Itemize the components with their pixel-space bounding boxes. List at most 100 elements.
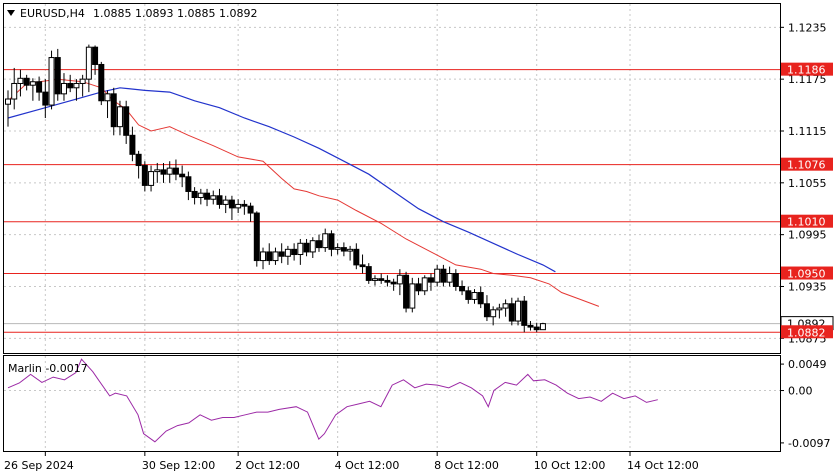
level-tag-label: 1.0882 xyxy=(787,326,826,339)
indicator-tick-label: -0.0097 xyxy=(788,437,830,450)
candle xyxy=(322,228,329,252)
level-tag xyxy=(781,266,833,280)
candle-body xyxy=(415,283,422,292)
time-tick-label: 2 Oct 12:00 xyxy=(235,459,300,472)
indicator-axis[interactable]: 0.0049 0.00 -0.0097 xyxy=(780,358,830,450)
candle-body xyxy=(85,46,92,80)
candle xyxy=(440,264,447,287)
candle xyxy=(98,61,105,106)
candle-body xyxy=(253,212,260,262)
candle xyxy=(23,74,30,91)
candle xyxy=(116,100,123,136)
candle-body xyxy=(266,251,273,262)
candle xyxy=(303,238,310,257)
time-axis[interactable]: 26 Sep 2024 30 Sep 12:00 2 Oct 12:00 4 Oct … xyxy=(4,452,699,472)
candle-body xyxy=(309,240,316,253)
candle-body xyxy=(116,106,123,128)
candle-body xyxy=(471,292,478,300)
candle xyxy=(154,162,161,183)
candle-body xyxy=(191,190,198,199)
candle-body xyxy=(371,278,378,281)
candle-body xyxy=(92,46,99,65)
candle xyxy=(390,278,397,291)
candle-body xyxy=(316,240,322,249)
candle xyxy=(483,295,490,322)
candle xyxy=(396,269,403,296)
symbol-label: EURUSD,H4 xyxy=(20,7,85,20)
candle-body xyxy=(216,195,223,205)
candle-body xyxy=(340,247,347,252)
candle xyxy=(359,254,366,274)
indicator-label: Marlin -0.0017 xyxy=(8,362,88,375)
candle xyxy=(216,188,223,209)
candle xyxy=(496,303,503,319)
candle-body xyxy=(48,57,55,106)
candle-body xyxy=(421,277,428,292)
candle-body xyxy=(359,264,366,268)
candle xyxy=(272,247,279,265)
candle-body xyxy=(378,278,385,281)
candle xyxy=(309,237,316,258)
candle-body xyxy=(172,167,179,175)
ma-fast-line xyxy=(7,78,600,307)
horizontal-levels[interactable] xyxy=(4,69,780,333)
chevron-down-icon[interactable] xyxy=(7,10,15,16)
candle-body xyxy=(533,326,540,331)
oscillator-line xyxy=(7,358,658,443)
candle xyxy=(5,90,11,127)
candle xyxy=(210,190,217,205)
candle xyxy=(347,245,354,261)
candle-body xyxy=(104,93,111,102)
candle-body xyxy=(141,165,148,186)
candle xyxy=(403,271,410,313)
candle xyxy=(502,299,509,317)
candle xyxy=(446,266,453,287)
ohlc-values: 1.0885 1.0893 1.0885 1.0892 xyxy=(93,7,257,20)
candle-body xyxy=(123,106,130,136)
candle-body xyxy=(353,248,360,266)
candle-body xyxy=(515,300,522,322)
oscillator-polyline xyxy=(7,358,658,443)
candle-body xyxy=(23,77,30,86)
candle-body xyxy=(235,203,242,209)
candle xyxy=(123,100,130,144)
candle-body xyxy=(459,285,466,292)
level-tag-label: 1.1010 xyxy=(787,216,826,229)
candle xyxy=(160,162,167,183)
candle-body xyxy=(129,134,136,155)
price-pane-border xyxy=(3,3,781,354)
candle xyxy=(172,159,179,181)
candle-body xyxy=(477,292,484,305)
candle-body xyxy=(409,283,416,309)
candle xyxy=(297,238,304,265)
candle-body xyxy=(539,323,546,331)
candle-body xyxy=(446,273,453,283)
candle-body xyxy=(98,63,105,102)
candle-body xyxy=(29,81,36,86)
candle-body xyxy=(278,251,285,257)
candle xyxy=(434,264,441,287)
candle-body xyxy=(110,93,117,128)
candle-body xyxy=(160,169,167,175)
candle-body xyxy=(452,273,459,287)
level-tag xyxy=(781,325,833,339)
indicator-pane-border xyxy=(3,355,781,452)
candle-body xyxy=(440,268,447,283)
candle xyxy=(527,321,534,331)
candle xyxy=(365,263,372,284)
price-tick-label: 1.1115 xyxy=(788,125,827,138)
candle xyxy=(29,78,36,101)
candle-body xyxy=(210,195,217,200)
level-tag xyxy=(781,157,833,171)
candle xyxy=(328,230,335,257)
time-tick-label: 14 Oct 12:00 xyxy=(627,459,699,472)
price-tick-label: 1.1235 xyxy=(788,21,827,34)
candle xyxy=(135,150,142,179)
candle-body xyxy=(247,205,254,214)
candle xyxy=(459,280,466,296)
candle xyxy=(508,297,515,326)
price-axis[interactable]: 1.1235 1.1175 1.1115 1.1055 1.0995 1.0935 1.08… xyxy=(780,21,827,345)
indicator-grid xyxy=(4,356,780,451)
